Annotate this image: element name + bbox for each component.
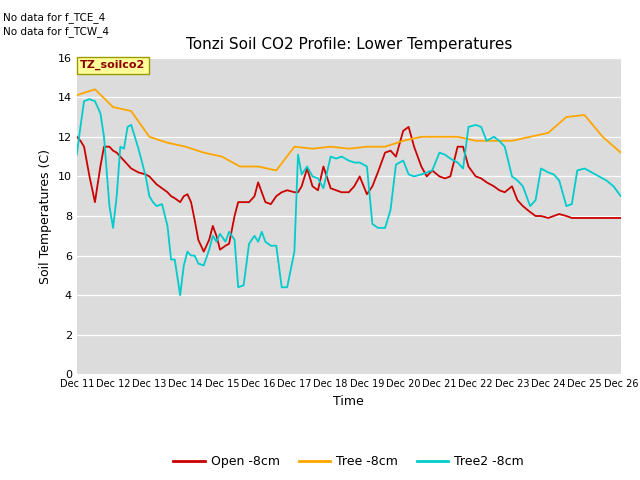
X-axis label: Time: Time: [333, 395, 364, 408]
Legend: Open -8cm, Tree -8cm, Tree2 -8cm: Open -8cm, Tree -8cm, Tree2 -8cm: [168, 450, 529, 473]
Title: Tonzi Soil CO2 Profile: Lower Temperatures: Tonzi Soil CO2 Profile: Lower Temperatur…: [186, 37, 512, 52]
Text: No data for f_TCE_4
No data for f_TCW_4: No data for f_TCE_4 No data for f_TCW_4: [3, 12, 109, 37]
Text: TZ_soilco2: TZ_soilco2: [80, 60, 145, 70]
Y-axis label: Soil Temperatures (C): Soil Temperatures (C): [39, 148, 52, 284]
